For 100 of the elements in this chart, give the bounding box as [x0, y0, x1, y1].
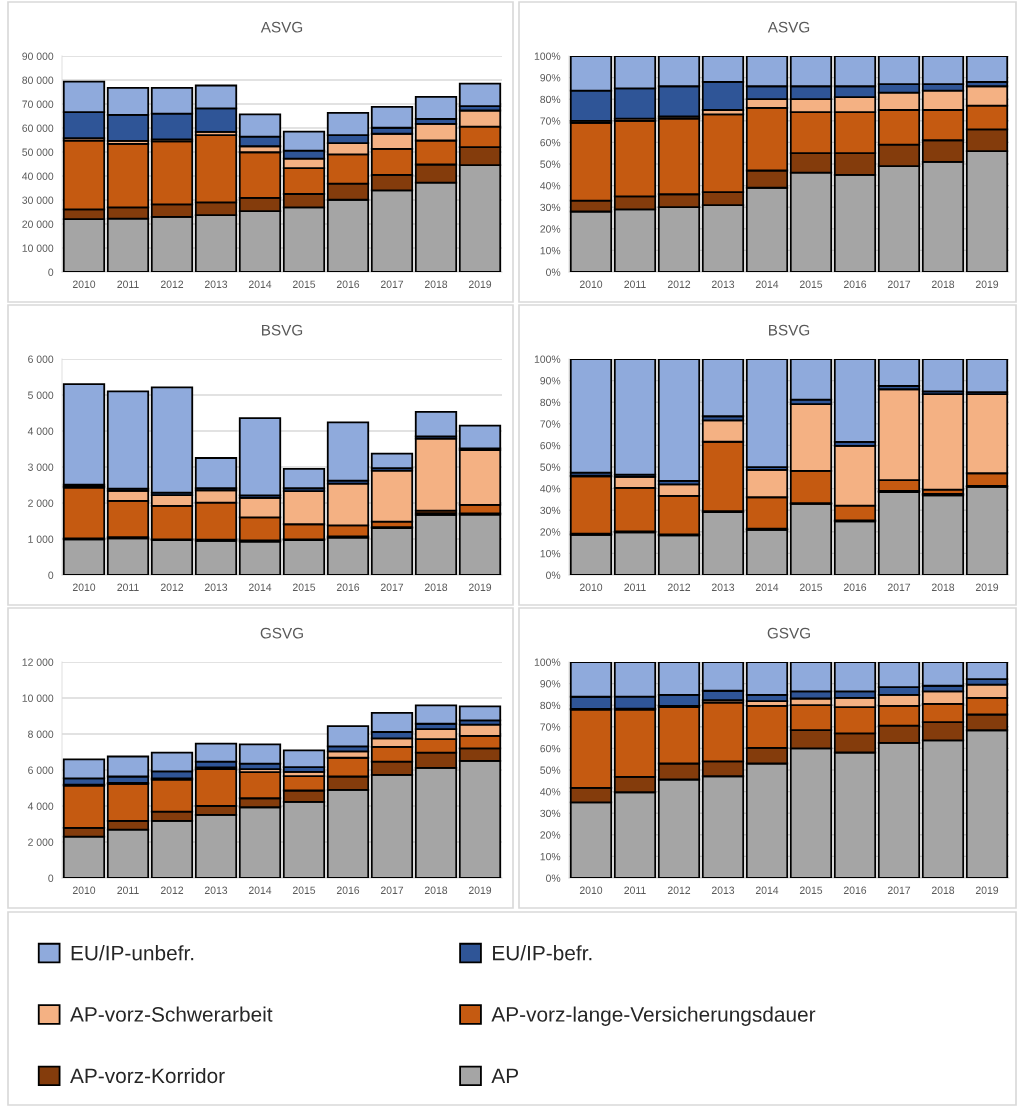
y-tick-label: 40 000 [22, 172, 54, 180]
x-tick-label: 2016 [843, 280, 867, 288]
x-tick-label: 2017 [887, 583, 911, 591]
y-tick-label: 60% [540, 744, 561, 753]
x-tick-label: 2015 [799, 583, 823, 591]
y-tick-label: 0 [48, 874, 54, 882]
x-tick-label: 2011 [117, 280, 139, 288]
y-tick-label: 50% [540, 766, 561, 774]
x-tick-label: 2010 [579, 886, 603, 894]
x-tick-label: 2019 [468, 886, 492, 894]
y-tick-label: 80 000 [22, 76, 54, 84]
y-tick-label: 60 000 [22, 124, 54, 132]
y-tick-label: 10% [540, 549, 561, 558]
x-tick-label: 2019 [975, 280, 999, 288]
y-tick-label: 1 000 [28, 535, 54, 543]
x-tick-label: 2014 [755, 886, 779, 894]
x-tick-label: 2013 [711, 583, 735, 591]
y-tick-label: 70% [540, 420, 561, 428]
y-tick-label: 90% [540, 74, 561, 82]
y-tick-label: 8 000 [28, 730, 54, 738]
x-tick-label: 2014 [755, 280, 779, 288]
x-tick-label: 2014 [248, 886, 272, 894]
y-tick-label: 0% [546, 874, 561, 882]
y-tick-label: 6 000 [28, 355, 54, 363]
chart-title: BSVG [262, 324, 303, 336]
x-tick-label: 2010 [579, 280, 603, 288]
x-tick-label: 2018 [931, 280, 955, 288]
y-tick-label: 30% [540, 203, 561, 212]
x-tick-label: 2014 [248, 280, 272, 288]
x-tick-label: 2016 [843, 886, 867, 894]
y-tick-label: 30% [540, 809, 561, 818]
x-tick-label: 2015 [292, 280, 316, 288]
y-tick-label: 2 000 [28, 499, 54, 507]
x-tick-label: 2016 [843, 583, 867, 591]
chart-title: ASVG [767, 21, 810, 33]
x-tick-label: 2010 [72, 583, 96, 591]
y-tick-label: 30 000 [22, 196, 54, 204]
y-tick-label: 70% [540, 117, 561, 125]
y-tick-label: 100% [534, 658, 561, 666]
y-tick-label: 10% [540, 852, 561, 861]
x-tick-label: 2018 [424, 583, 448, 591]
chart-title: GSVG [260, 627, 303, 639]
y-tick-label: 20 000 [22, 220, 54, 228]
y-tick-label: 70% [540, 723, 561, 731]
x-tick-label: 2018 [424, 886, 448, 894]
x-tick-label: 2017 [380, 886, 404, 894]
x-tick-label: 2012 [160, 280, 184, 288]
x-tick-label: 2011 [117, 886, 139, 894]
y-tick-label: 10 000 [22, 694, 54, 702]
x-tick-label: 2016 [336, 886, 360, 894]
x-tick-label: 2012 [667, 583, 691, 591]
y-tick-label: 40% [540, 182, 561, 190]
y-tick-label: 50% [540, 160, 561, 168]
x-tick-label: 2014 [755, 583, 779, 591]
y-tick-label: 50 000 [22, 148, 54, 156]
y-tick-label: 10% [540, 246, 561, 255]
y-tick-label: 20% [540, 528, 561, 536]
x-tick-label: 2010 [579, 583, 603, 591]
y-tick-label: 70 000 [22, 100, 54, 108]
x-tick-label: 2012 [667, 886, 691, 894]
legend-label: EU/IP-befr. [493, 945, 592, 961]
legend-label: AP-vorz-Korridor [70, 1067, 225, 1084]
chart-title: BSVG [769, 324, 810, 336]
y-tick-label: 12 000 [22, 658, 54, 666]
y-tick-label: 0% [546, 571, 561, 579]
y-tick-label: 60% [540, 441, 561, 450]
y-tick-label: 0 [48, 571, 54, 579]
x-tick-label: 2019 [468, 583, 492, 591]
x-tick-label: 2013 [711, 280, 735, 288]
legend-label: AP-vorz-lange-Versicherungsdauer [491, 1006, 816, 1026]
x-tick-label: 2018 [931, 886, 955, 894]
x-tick-label: 2013 [204, 583, 228, 591]
chart-title: GSVG [767, 627, 810, 639]
y-tick-label: 4 000 [27, 802, 54, 810]
y-tick-label: 60% [540, 138, 561, 147]
y-tick-label: 80% [540, 701, 561, 710]
y-tick-label: 2 000 [28, 838, 54, 846]
x-tick-label: 2015 [292, 583, 316, 591]
x-tick-label: 2017 [887, 280, 911, 288]
x-tick-label: 2015 [799, 280, 823, 288]
legend-label: EU/IP-unbefr. [71, 945, 194, 961]
y-tick-label: 0% [546, 268, 561, 276]
x-tick-label: 2011 [624, 886, 646, 894]
y-tick-label: 4 000 [27, 427, 54, 435]
x-tick-label: 2012 [667, 280, 691, 288]
x-tick-label: 2019 [975, 886, 999, 894]
x-tick-label: 2010 [72, 886, 96, 894]
x-tick-label: 2016 [336, 280, 360, 288]
x-tick-label: 2019 [975, 583, 999, 591]
x-tick-label: 2014 [248, 583, 272, 591]
legend-label: AP-vorz-Schwerarbeit [70, 1006, 273, 1022]
chart-title: ASVG [260, 21, 303, 33]
x-tick-label: 2017 [887, 886, 911, 894]
x-tick-label: 2016 [336, 583, 360, 591]
y-tick-label: 3 000 [28, 463, 54, 471]
y-tick-label: 100% [534, 355, 561, 363]
x-tick-label: 2015 [799, 886, 823, 894]
x-tick-label: 2012 [160, 583, 184, 591]
x-tick-label: 2011 [624, 583, 646, 591]
x-tick-label: 2011 [117, 583, 139, 591]
